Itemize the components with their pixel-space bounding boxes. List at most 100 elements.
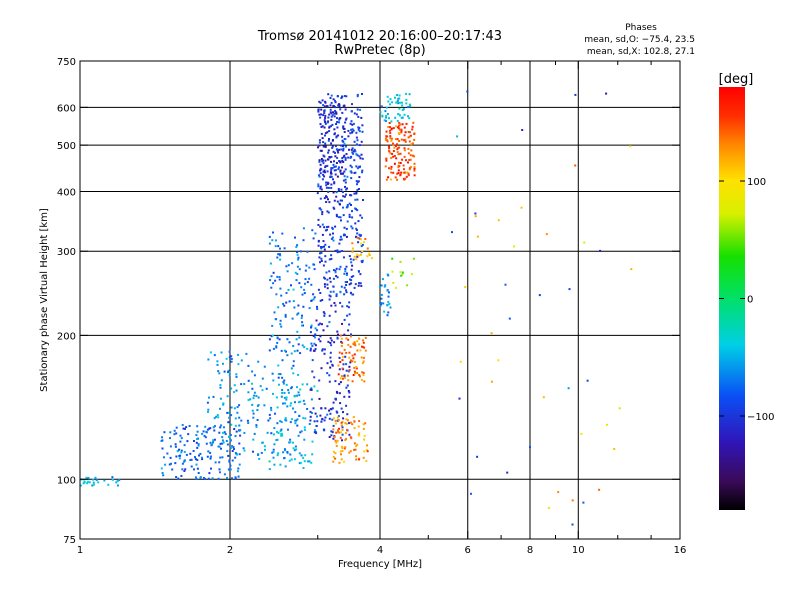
data-point	[220, 447, 222, 450]
data-point	[243, 449, 246, 452]
data-point	[323, 126, 326, 129]
data-point	[323, 245, 325, 248]
data-point	[567, 387, 570, 390]
data-point	[385, 106, 388, 109]
data-point	[277, 376, 280, 379]
data-point	[362, 374, 365, 377]
data-point	[353, 420, 356, 423]
data-point	[345, 363, 348, 366]
data-point	[296, 418, 299, 421]
data-point	[356, 209, 359, 212]
data-point	[336, 276, 339, 279]
data-point	[297, 312, 300, 315]
data-point	[403, 113, 406, 116]
data-point	[389, 306, 392, 309]
data-point	[197, 444, 200, 447]
data-point	[290, 284, 292, 287]
data-point	[341, 426, 344, 429]
data-point	[336, 156, 339, 159]
data-point	[389, 152, 392, 155]
data-point	[283, 304, 286, 307]
data-point	[359, 157, 362, 160]
data-point	[88, 481, 91, 484]
data-point	[332, 150, 335, 153]
data-point	[333, 165, 336, 168]
data-point	[116, 480, 119, 482]
data-point	[391, 152, 394, 155]
data-point	[357, 126, 360, 129]
data-point	[330, 344, 333, 347]
data-point	[398, 121, 401, 124]
data-point	[330, 101, 333, 104]
data-point	[326, 287, 329, 290]
data-point	[328, 417, 331, 420]
data-point	[348, 422, 350, 425]
data-point	[357, 241, 360, 244]
data-point	[350, 171, 353, 174]
data-point	[282, 302, 285, 305]
data-point	[208, 396, 210, 399]
data-point	[404, 140, 407, 143]
data-point	[285, 350, 287, 353]
data-point	[292, 300, 295, 303]
data-point	[358, 434, 361, 437]
data-point	[325, 186, 328, 189]
data-point	[325, 201, 328, 203]
data-point	[220, 351, 223, 354]
data-point	[319, 335, 322, 338]
data-point	[229, 434, 232, 436]
data-point	[260, 451, 263, 454]
data-point	[297, 434, 300, 437]
data-point	[345, 145, 347, 148]
data-point	[222, 403, 225, 406]
data-point	[395, 145, 397, 147]
data-point	[355, 131, 358, 134]
data-point	[180, 437, 183, 440]
data-point	[334, 380, 337, 383]
data-point	[283, 247, 286, 250]
data-point	[323, 105, 326, 108]
data-point	[276, 430, 278, 433]
data-point	[389, 98, 392, 101]
data-point	[323, 314, 326, 317]
data-point	[294, 236, 296, 239]
data-point	[350, 282, 353, 285]
data-point	[408, 117, 411, 120]
data-point	[574, 93, 577, 96]
data-point	[312, 298, 315, 301]
data-point	[290, 367, 293, 370]
data-point	[296, 330, 299, 333]
data-point	[391, 101, 394, 104]
data-point	[335, 441, 338, 444]
data-point	[382, 302, 385, 305]
data-point	[256, 409, 259, 411]
data-point	[395, 138, 398, 141]
data-point	[398, 146, 401, 149]
data-point	[349, 359, 352, 362]
data-point	[292, 447, 295, 450]
data-point	[323, 197, 326, 200]
data-point	[362, 199, 364, 201]
data-point	[618, 407, 621, 410]
data-point	[226, 411, 229, 414]
data-point	[299, 431, 302, 434]
data-point	[323, 312, 326, 315]
data-point	[329, 280, 332, 283]
data-point	[279, 319, 282, 322]
data-point	[571, 523, 574, 526]
data-point	[355, 165, 358, 168]
data-point	[185, 426, 188, 429]
data-point	[385, 116, 387, 119]
x-axis-label: Frequency [MHz]	[338, 559, 422, 570]
data-point	[311, 344, 314, 347]
data-point	[345, 187, 348, 190]
data-point	[334, 101, 337, 104]
data-point	[340, 431, 343, 434]
data-point	[334, 151, 336, 154]
data-point	[412, 121, 415, 124]
data-point	[332, 460, 335, 463]
data-point	[208, 472, 211, 475]
data-point	[286, 452, 289, 455]
data-point	[324, 171, 327, 174]
data-point	[315, 425, 318, 427]
